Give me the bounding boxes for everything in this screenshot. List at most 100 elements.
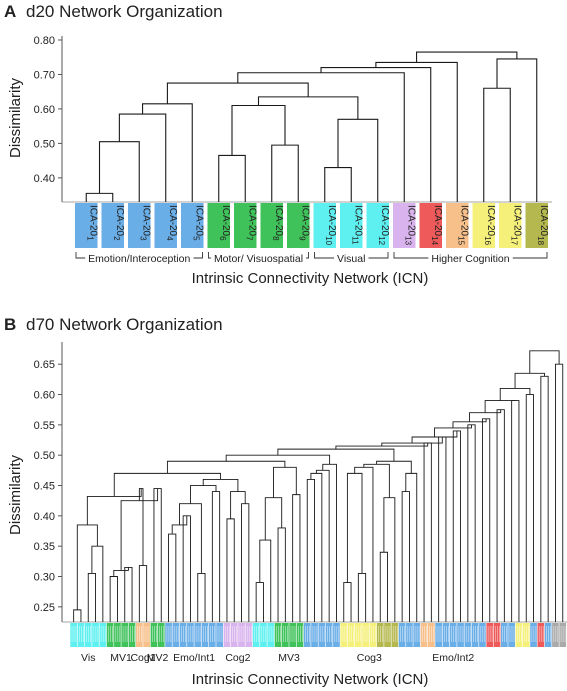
leaf-label-box	[457, 623, 464, 647]
leaf-label-box	[384, 623, 391, 647]
y-tick-label: 0.25	[34, 602, 55, 614]
leaf-label: ICA-206	[218, 205, 231, 241]
dendrogram-link	[383, 497, 396, 622]
leaf-label-box	[530, 623, 537, 647]
leaf-label: ICA-207	[244, 205, 257, 241]
leaf-label-box	[435, 623, 442, 647]
dendrogram-link	[529, 350, 560, 374]
group-label: Cog3	[357, 652, 382, 664]
panel-b-letter: B	[4, 315, 16, 334]
leaf-label-box	[252, 623, 260, 647]
dendrogram-link	[354, 466, 374, 622]
y-tick-label: 0.55	[34, 420, 55, 432]
leaf-label: ICA-204	[165, 205, 178, 241]
panel-a-dendrogram	[85, 51, 538, 202]
leaf-label-box	[181, 203, 204, 248]
dendrogram-link	[381, 436, 443, 447]
y-tick-label: 0.45	[34, 481, 55, 493]
dendrogram-link	[225, 454, 331, 465]
dendrogram-link	[142, 103, 193, 202]
leaf-label-box	[303, 623, 311, 647]
y-tick-label: 0.65	[34, 359, 55, 371]
dendrogram-link	[138, 488, 144, 566]
leaf-label-box	[92, 623, 99, 647]
leaf-label-box	[230, 623, 238, 647]
y-tick-label: 0.30	[34, 572, 55, 584]
leaf-label-box	[340, 623, 348, 647]
group-label: Emo/Int1	[173, 652, 215, 664]
dendrogram-link	[483, 87, 511, 202]
leaf-label-box	[114, 623, 121, 647]
leaf-label-box	[121, 623, 129, 647]
leaf-label-box	[366, 203, 389, 248]
leaf-label-box	[313, 203, 336, 248]
dendrogram-link	[343, 582, 352, 622]
y-tick-label: 0.35	[34, 541, 55, 553]
leaf-label-box	[296, 623, 304, 647]
leaf-label-box	[179, 623, 187, 647]
dendrogram-link	[467, 424, 476, 622]
leaf-label-box	[325, 623, 333, 647]
leaf-label-box	[347, 623, 355, 647]
leaf-label-box	[282, 623, 289, 647]
dendrogram-link	[230, 491, 246, 519]
dendrogram-link	[138, 565, 148, 622]
leaf-label-box	[508, 623, 515, 647]
y-tick-label: 0.50	[34, 138, 55, 150]
leaf-label: ICA-2013	[403, 205, 416, 246]
leaf-label-box	[194, 623, 202, 647]
panel-b-leaf-labels	[70, 623, 567, 647]
dendrogram-link	[98, 141, 140, 202]
dendrogram-link	[496, 58, 538, 202]
y-tick-label: 0.50	[34, 450, 55, 462]
leaf-label: ICA-2015	[456, 205, 469, 246]
dendrogram-link	[76, 524, 98, 610]
leaf-label-box	[99, 623, 107, 647]
dendrogram-link	[306, 479, 315, 622]
leaf-label: ICA-2016	[483, 205, 496, 246]
dendrogram-link	[109, 576, 118, 622]
panel-b: B d70 Network Organization Dissimilarity…	[4, 315, 567, 688]
leaf-label-box	[318, 623, 326, 647]
dendrogram-link	[540, 375, 549, 622]
leaf-label-box	[165, 623, 172, 647]
leaf-label-box	[464, 623, 472, 647]
leaf-label: ICA-2012	[377, 205, 390, 246]
leaf-label: ICA-209	[297, 205, 310, 241]
leaf-label-box	[522, 623, 530, 647]
dendrogram-link	[277, 448, 395, 462]
dendrogram-link	[452, 430, 461, 622]
leaf-label-box	[544, 623, 552, 647]
group-label: Motor/ Visuospatial	[214, 253, 303, 265]
leaf-label-box	[376, 623, 384, 647]
dendrogram-link	[363, 463, 390, 498]
dendrogram-link	[324, 166, 352, 202]
dendrogram-link	[337, 118, 379, 202]
dendrogram-link	[292, 494, 301, 622]
leaf-label-box	[515, 623, 523, 647]
leaf-label-box	[340, 203, 363, 248]
dendrogram-link	[153, 488, 162, 622]
y-tick-label: 0.60	[34, 104, 55, 116]
leaf-label: ICA-2017	[509, 205, 522, 246]
leaf-label-box	[260, 623, 267, 647]
leaf-label: ICA-202	[112, 205, 125, 241]
leaf-label-box	[393, 203, 416, 248]
dendrogram-link	[401, 491, 410, 622]
leaf-label-box	[428, 623, 435, 647]
dendrogram-link	[255, 582, 264, 622]
leaf-label-box	[238, 623, 245, 647]
panel-a-leaf-labels: ICA-201 ICA-202 ICA-203 ICA-204 ICA-205 ICA-2…	[75, 203, 549, 248]
leaf-label-box	[472, 203, 495, 248]
dendrogram-link	[166, 82, 309, 104]
dendrogram-link	[511, 400, 520, 622]
leaf-label-box	[234, 203, 257, 248]
leaf-label-box	[471, 623, 479, 647]
group-label-background	[428, 253, 513, 265]
leaf-label-box	[245, 623, 253, 647]
dendrogram-link	[315, 469, 330, 622]
leaf-label-box	[289, 623, 296, 647]
leaf-label-box	[154, 203, 177, 248]
dendrogram-link	[257, 96, 359, 120]
group-label: Emotion/Interoception	[88, 253, 190, 265]
